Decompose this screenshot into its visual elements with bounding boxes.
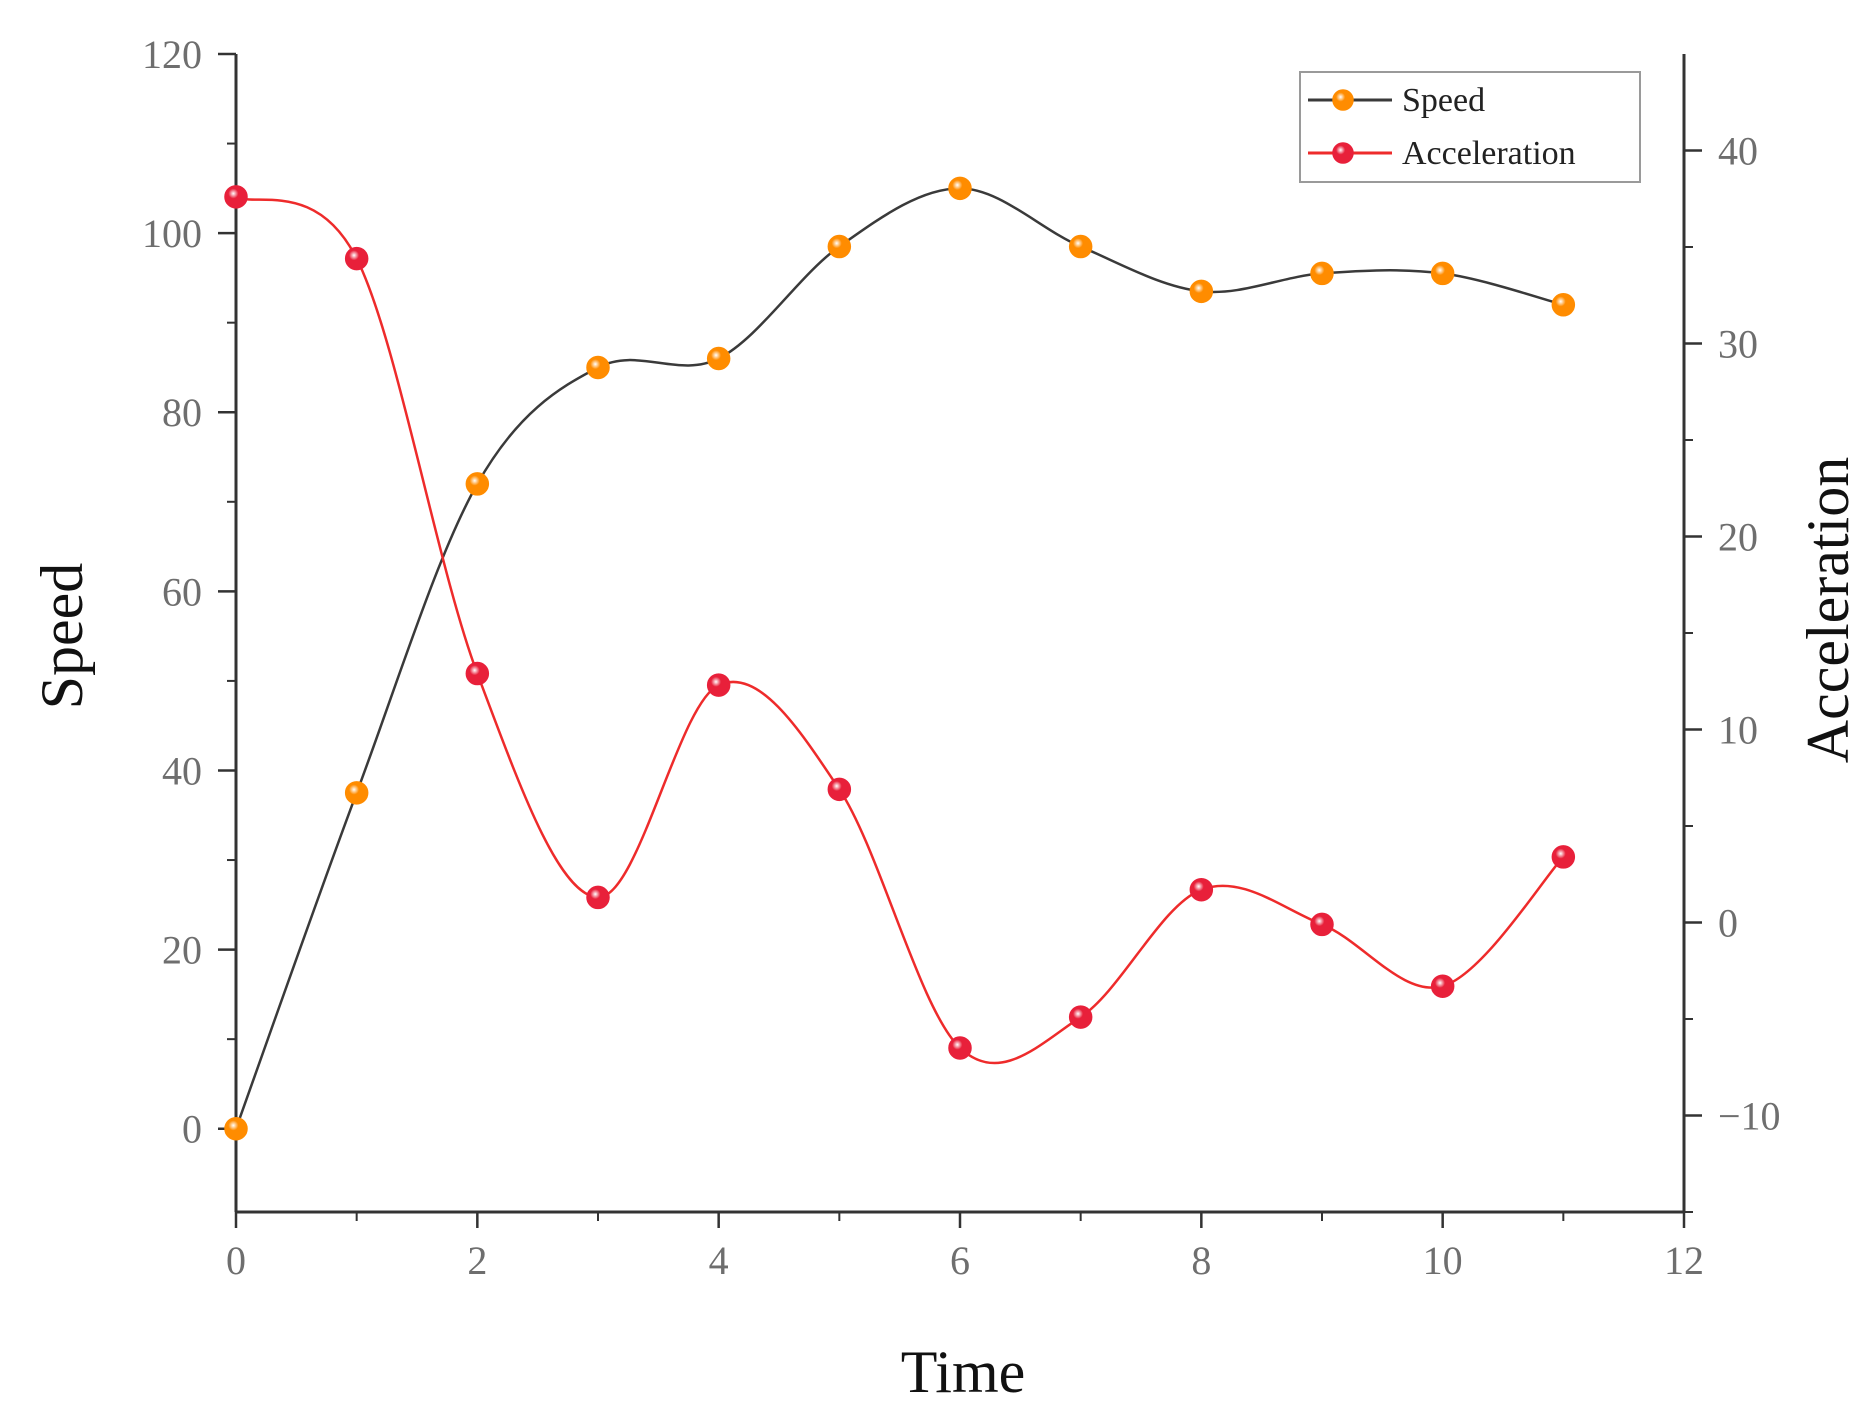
y-left-tick-label: 40 xyxy=(162,748,202,793)
data-point-acceleration xyxy=(1189,877,1214,902)
data-point-acceleration xyxy=(1551,845,1576,869)
y-axis-left: 0 20 40 60 80 100 120 xyxy=(142,32,236,1152)
x-tick-label: 12 xyxy=(1664,1238,1704,1283)
y-right-tick-label: −10 xyxy=(1718,1094,1781,1139)
legend-box xyxy=(1299,71,1641,183)
legend-label-speed: Speed xyxy=(1402,82,1485,119)
data-point-speed xyxy=(1068,234,1093,259)
x-tick-label: 4 xyxy=(709,1238,729,1283)
x-tick-label: 10 xyxy=(1423,1238,1463,1283)
data-point-speed xyxy=(1551,293,1576,317)
legend: Speed Acceleration xyxy=(1299,71,1641,183)
data-point-speed xyxy=(827,234,852,259)
y-right-tick-label: 20 xyxy=(1718,515,1758,560)
y-left-tick-label: 80 xyxy=(162,390,202,435)
data-point-speed xyxy=(1189,279,1214,304)
y-left-tick-label: 60 xyxy=(162,569,202,614)
data-point-speed xyxy=(344,781,369,805)
data-point-acceleration xyxy=(586,885,610,910)
y-right-tick-label: 10 xyxy=(1718,708,1758,753)
series-layer xyxy=(224,176,1576,1141)
y-left-tick-label: 0 xyxy=(182,1107,202,1152)
y-axis-right-title: Acceleration xyxy=(1795,457,1861,763)
legend-label-acceleration: Acceleration xyxy=(1402,135,1576,172)
data-point-acceleration xyxy=(1068,1005,1093,1029)
data-point-acceleration xyxy=(706,673,731,697)
x-axis-title: Time xyxy=(901,1339,1026,1405)
data-point-speed xyxy=(1310,261,1334,286)
y-left-tick-label: 100 xyxy=(142,211,202,256)
y-axis-right: −10 0 10 20 30 40 xyxy=(1684,129,1781,1213)
series-line-speed xyxy=(234,187,1564,1130)
data-point-acceleration xyxy=(827,777,852,802)
y-left-tick-label: 120 xyxy=(142,32,202,77)
y-right-tick-label: 40 xyxy=(1718,129,1758,174)
series-line-acceleration xyxy=(235,195,1565,1065)
legend-marker-acceleration xyxy=(1332,142,1354,164)
data-point-speed xyxy=(948,176,972,201)
data-point-speed xyxy=(706,346,731,371)
data-point-acceleration xyxy=(1430,974,1455,998)
x-tick-label: 6 xyxy=(950,1238,970,1283)
legend-marker-speed xyxy=(1332,89,1354,111)
data-point-acceleration xyxy=(1310,912,1334,937)
data-point-acceleration xyxy=(948,1036,972,1060)
x-axis: 0 2 4 6 8 10 12 xyxy=(226,1212,1704,1283)
data-point-speed xyxy=(586,355,610,380)
x-tick-label: 8 xyxy=(1191,1238,1211,1283)
data-point-acceleration xyxy=(465,661,490,686)
y-left-tick-label: 20 xyxy=(162,928,202,973)
y-axis-left-title: Speed xyxy=(29,563,95,710)
data-point-speed xyxy=(1430,261,1455,286)
x-tick-label: 0 xyxy=(226,1238,246,1283)
data-point-acceleration xyxy=(344,246,369,271)
y-right-tick-label: 0 xyxy=(1718,901,1738,946)
data-point-speed xyxy=(224,1116,248,1141)
x-tick-label: 2 xyxy=(467,1238,487,1283)
data-point-acceleration xyxy=(224,185,248,209)
y-right-tick-label: 30 xyxy=(1718,322,1758,367)
data-point-speed xyxy=(465,472,490,496)
